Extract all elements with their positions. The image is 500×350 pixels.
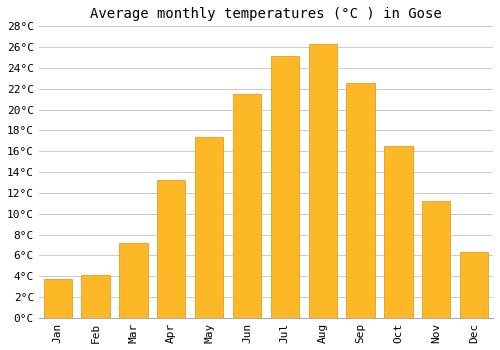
Bar [308,44,337,318]
Bar [157,181,186,318]
Bar [384,146,412,318]
Bar [233,94,261,318]
Bar [119,243,148,318]
Bar [422,201,450,318]
Bar [44,279,72,318]
Bar [346,83,375,318]
Bar [270,56,299,318]
Bar [195,137,224,318]
Bar [460,252,488,318]
Bar [82,275,110,318]
Title: Average monthly temperatures (°C ) in Gose: Average monthly temperatures (°C ) in Go… [90,7,442,21]
